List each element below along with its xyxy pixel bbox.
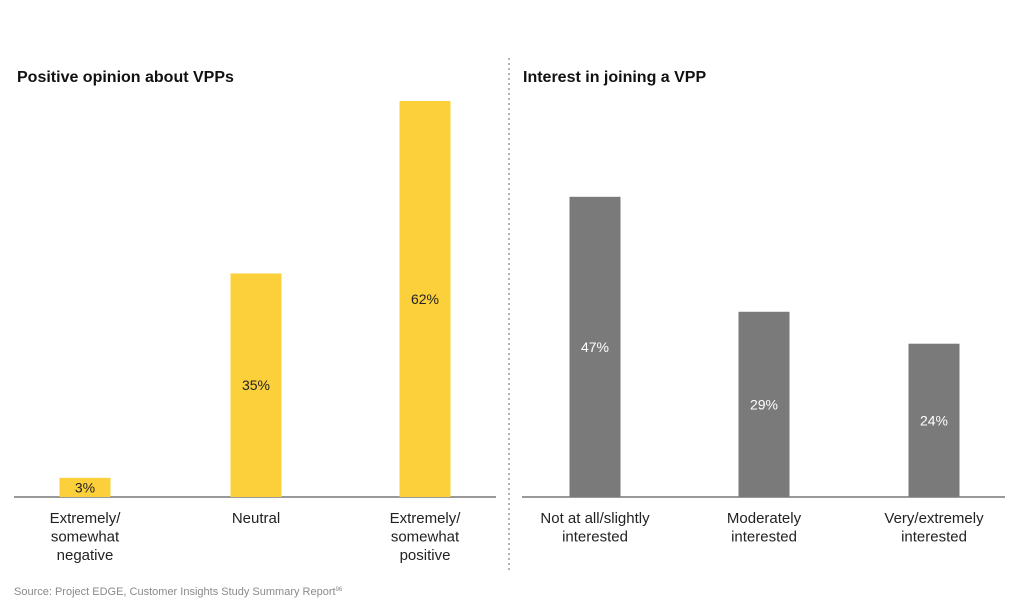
interest-bar-3	[908, 343, 960, 497]
interest-category-label-1: Not at all/slightly interested	[540, 510, 650, 546]
interest-chart-bars: 47% Not at all/slightly interested 29% Moder…	[540, 196, 984, 546]
opinion-category-label-3: Extremely/somewhat positive	[390, 510, 462, 564]
opinion-chart-bars: 3% Extremely/somewhat negative 35% Neutral 62…	[50, 101, 462, 564]
interest-bar-value-1: 47%	[581, 339, 609, 355]
opinion-bar-2	[230, 273, 282, 497]
interest-bar-1	[569, 196, 621, 497]
interest-category-label-3: Very/extremely interested	[884, 510, 984, 546]
opinion-category-label-2: Neutral	[232, 510, 280, 527]
interest-bar-value-3: 24%	[920, 412, 948, 428]
opinion-category-label-1: Extremely/somewhat negative	[50, 510, 122, 564]
opinion-bar-1	[59, 477, 111, 497]
interest-category-label-2: Moderately interested	[727, 510, 802, 546]
interest-bar-2	[738, 311, 790, 497]
interest-chart: Interest in joining a VPP 47% Not at all/…	[522, 69, 1005, 546]
opinion-bar-value-2: 35%	[242, 377, 270, 393]
interest-bar-value-2: 29%	[750, 396, 778, 412]
opinion-bar-3	[399, 101, 451, 497]
opinion-bar-value-3: 62%	[411, 291, 439, 307]
interest-chart-title: Interest in joining a VPP	[523, 69, 706, 86]
opinion-chart-title: Positive opinion about VPPs	[17, 69, 234, 86]
opinion-bar-value-1: 3%	[75, 479, 95, 495]
opinion-chart: Positive opinion about VPPs 3% Extremely/…	[14, 69, 496, 564]
source-note: Source: Project EDGE, Customer Insights …	[14, 586, 343, 598]
